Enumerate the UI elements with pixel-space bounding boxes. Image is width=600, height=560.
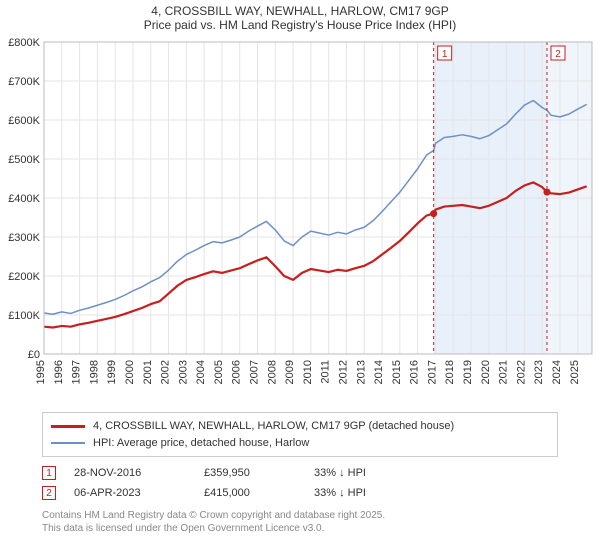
marker-price-1: £359,950 — [204, 467, 314, 479]
legend-label-1: 4, CROSSBILL WAY, NEWHALL, HARLOW, CM17 … — [93, 418, 454, 435]
footer-line-2: This data is licensed under the Open Gov… — [42, 522, 558, 535]
svg-text:2007: 2007 — [249, 360, 261, 384]
legend: 4, CROSSBILL WAY, NEWHALL, HARLOW, CM17 … — [42, 412, 558, 457]
legend-row-2: HPI: Average price, detached house, Harl… — [51, 435, 549, 452]
svg-text:£400K: £400K — [8, 193, 40, 205]
marker-badge-1: 1 — [42, 466, 56, 480]
line-chart: £0 £100K £200K £300K £400K £500K £600K £700K £80… — [0, 34, 600, 404]
svg-text:2022: 2022 — [515, 360, 527, 384]
marker-price-2: £415,000 — [204, 487, 314, 499]
svg-text:£300K: £300K — [8, 232, 40, 244]
svg-text:2025: 2025 — [569, 360, 581, 384]
svg-text:2020: 2020 — [480, 360, 492, 384]
svg-text:£100K: £100K — [8, 310, 40, 322]
svg-text:2004: 2004 — [195, 360, 207, 384]
svg-text:2014: 2014 — [373, 360, 385, 384]
chart-container: £0 £100K £200K £300K £400K £500K £600K £700K £80… — [0, 34, 600, 404]
markers-table: 1 28-NOV-2016 £359,950 33% ↓ HPI 2 06-AP… — [42, 463, 558, 503]
marker-date-2: 06-APR-2023 — [74, 487, 204, 499]
svg-text:£700K: £700K — [8, 76, 40, 88]
legend-swatch-2 — [51, 442, 85, 444]
svg-text:2001: 2001 — [142, 360, 154, 384]
svg-text:2018: 2018 — [444, 360, 456, 384]
svg-text:2011: 2011 — [320, 360, 332, 384]
title-line-2: Price paid vs. HM Land Registry's House … — [0, 18, 600, 32]
footer: Contains HM Land Registry data © Crown c… — [42, 509, 558, 535]
svg-text:2013: 2013 — [355, 360, 367, 384]
marker-badge-2: 2 — [42, 486, 56, 500]
svg-text:2012: 2012 — [337, 360, 349, 384]
svg-text:£0: £0 — [28, 349, 40, 361]
svg-text:2002: 2002 — [160, 360, 172, 384]
svg-text:2000: 2000 — [124, 360, 136, 384]
svg-text:2003: 2003 — [177, 360, 189, 384]
svg-text:£800K: £800K — [8, 37, 40, 49]
svg-text:1995: 1995 — [35, 360, 47, 384]
svg-text:2023: 2023 — [533, 360, 545, 384]
chart-title-block: 4, CROSSBILL WAY, NEWHALL, HARLOW, CM17 … — [0, 0, 600, 34]
svg-text:2009: 2009 — [284, 360, 296, 384]
svg-text:2010: 2010 — [302, 360, 314, 384]
svg-text:2008: 2008 — [266, 360, 278, 384]
marker-date-1: 28-NOV-2016 — [74, 467, 204, 479]
svg-text:2021: 2021 — [498, 360, 510, 384]
table-row: 1 28-NOV-2016 £359,950 33% ↓ HPI — [42, 463, 558, 483]
svg-text:1: 1 — [442, 49, 448, 60]
svg-text:2: 2 — [555, 49, 561, 60]
svg-text:2005: 2005 — [213, 360, 225, 384]
footer-line-1: Contains HM Land Registry data © Crown c… — [42, 509, 558, 522]
legend-swatch-1 — [51, 425, 85, 428]
svg-text:£600K: £600K — [8, 115, 40, 127]
marker-pct-2: 33% ↓ HPI — [314, 487, 424, 499]
svg-text:2017: 2017 — [426, 360, 438, 384]
svg-text:2015: 2015 — [391, 360, 403, 384]
marker-pct-1: 33% ↓ HPI — [314, 467, 424, 479]
title-line-1: 4, CROSSBILL WAY, NEWHALL, HARLOW, CM17 … — [0, 4, 600, 18]
svg-text:2016: 2016 — [409, 360, 421, 384]
svg-text:2019: 2019 — [462, 360, 474, 384]
svg-text:1996: 1996 — [53, 360, 65, 384]
svg-text:1998: 1998 — [88, 360, 100, 384]
svg-text:1997: 1997 — [71, 360, 83, 384]
svg-text:2006: 2006 — [231, 360, 243, 384]
table-row: 2 06-APR-2023 £415,000 33% ↓ HPI — [42, 483, 558, 503]
svg-text:£200K: £200K — [8, 271, 40, 283]
svg-text:2024: 2024 — [551, 360, 563, 384]
legend-row-1: 4, CROSSBILL WAY, NEWHALL, HARLOW, CM17 … — [51, 418, 549, 435]
svg-text:£500K: £500K — [8, 154, 40, 166]
legend-label-2: HPI: Average price, detached house, Harl… — [93, 435, 309, 452]
svg-text:1999: 1999 — [106, 360, 118, 384]
